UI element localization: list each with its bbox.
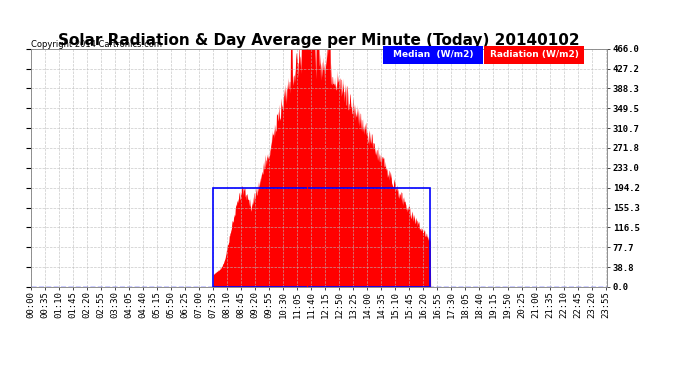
- Text: Median  (W/m2): Median (W/m2): [393, 50, 473, 59]
- FancyBboxPatch shape: [484, 46, 584, 64]
- FancyBboxPatch shape: [383, 46, 483, 64]
- Text: Radiation (W/m2): Radiation (W/m2): [490, 50, 579, 59]
- Title: Solar Radiation & Day Average per Minute (Today) 20140102: Solar Radiation & Day Average per Minute…: [59, 33, 580, 48]
- Bar: [213, 188, 431, 287]
- Text: Copyright 2014 Cartronics.com: Copyright 2014 Cartronics.com: [31, 40, 162, 49]
